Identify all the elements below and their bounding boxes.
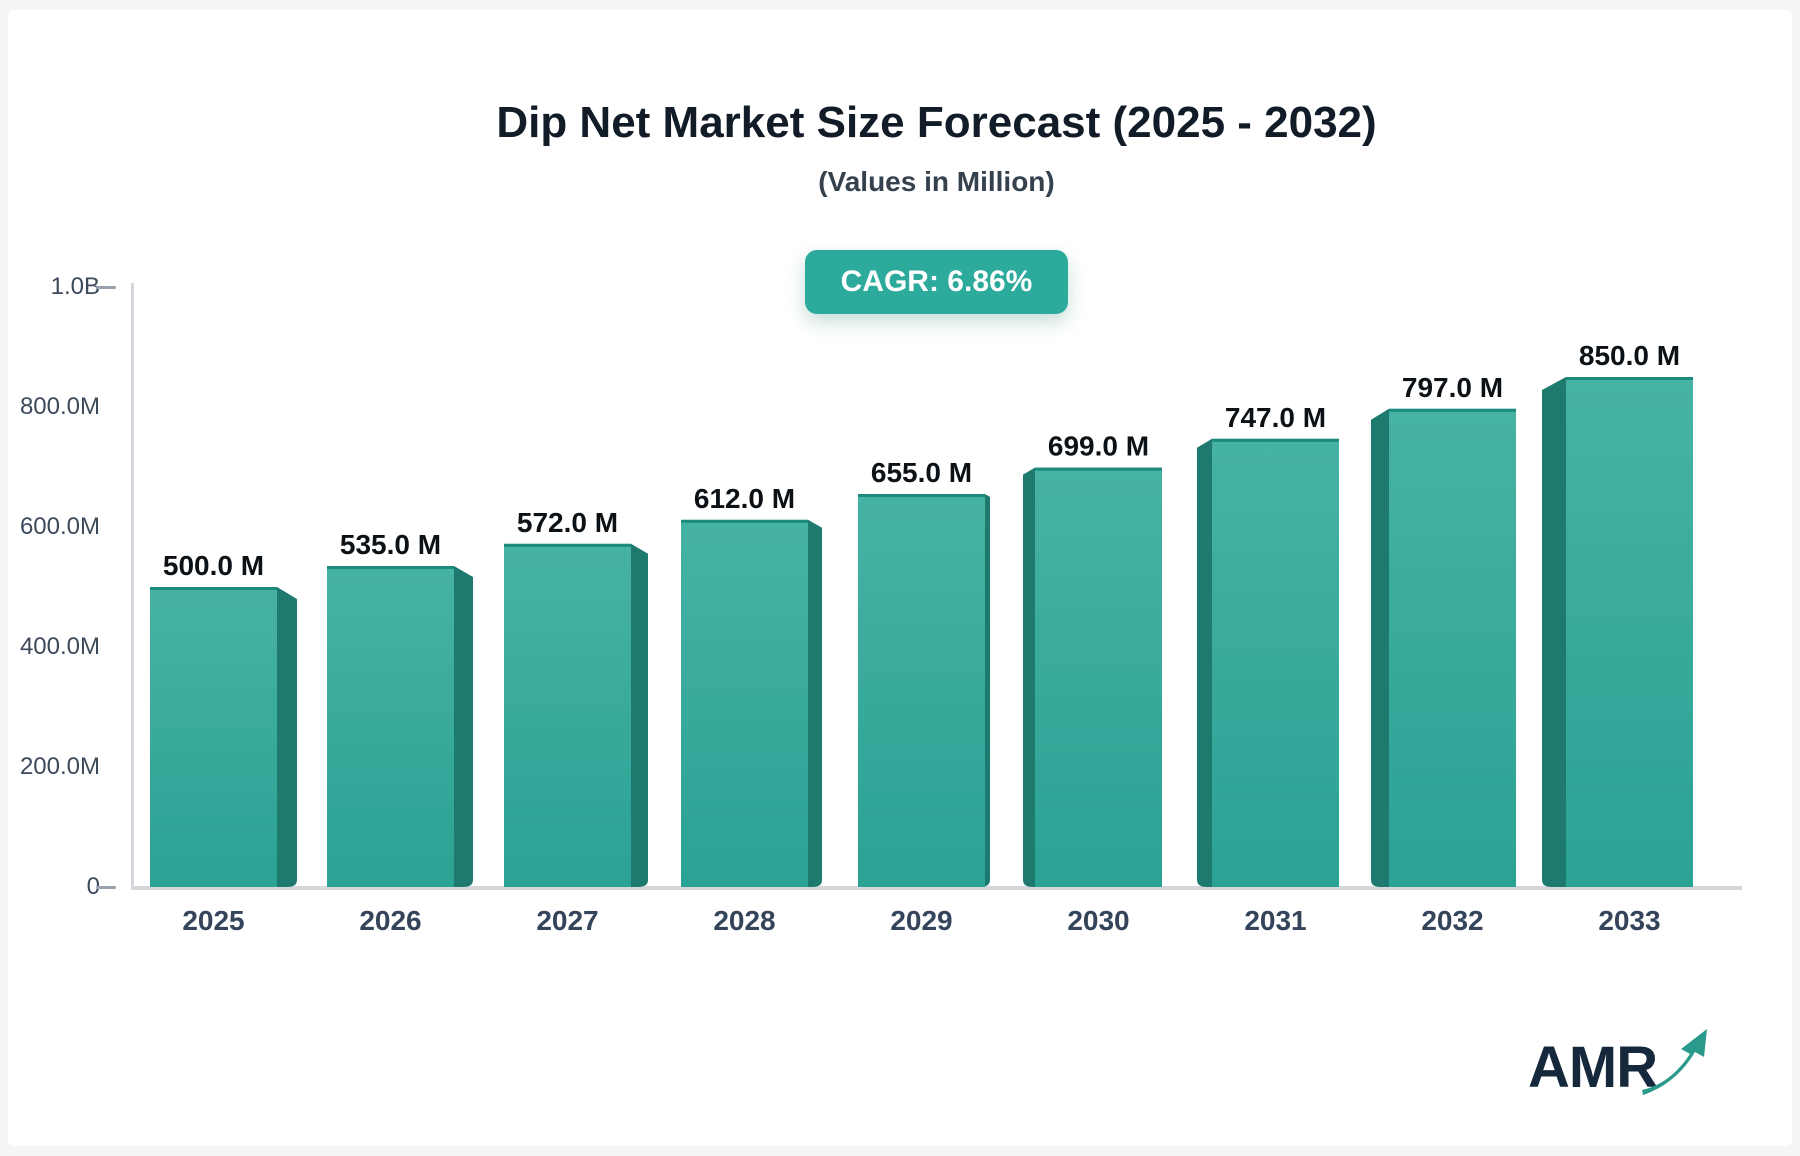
bar-value-label: 747.0 M — [1225, 402, 1326, 433]
bar-top-edge — [681, 519, 808, 523]
y-axis-label: 200.0M — [19, 753, 100, 780]
y-axis-label: 1.0B — [50, 273, 100, 300]
bar-top-edge — [327, 566, 454, 569]
amr-logo-text: AMR — [1528, 1035, 1658, 1100]
bar-front-face — [858, 494, 985, 887]
bar-value-label: 797.0 M — [1402, 372, 1503, 403]
y-axis-label: 400.0M — [19, 633, 100, 660]
bar-value-label: 572.0 M — [517, 507, 618, 538]
bar-front-face — [1212, 438, 1339, 887]
bar-side-face — [1542, 377, 1566, 887]
bar-side-face — [631, 543, 648, 887]
bar-value-label: 850.0 M — [1579, 340, 1680, 371]
cagr-badge: CAGR: 6.86% — [804, 250, 1069, 314]
bar-value-label: 500.0 M — [163, 550, 264, 581]
y-axis-line — [131, 283, 134, 888]
bar-2025: 500.0 M 2025 — [150, 550, 297, 936]
x-axis-label: 2032 — [1421, 905, 1483, 936]
bar-side-face — [1197, 438, 1212, 887]
x-axis-label: 2029 — [890, 905, 952, 936]
bar-front-face — [327, 566, 454, 887]
x-axis-label: 2025 — [182, 905, 244, 936]
bar-top-edge — [150, 587, 277, 590]
x-axis-label: 2027 — [536, 905, 598, 936]
bar-side-face — [454, 566, 473, 887]
bar-2030: 699.0 M 2030 — [1023, 431, 1162, 936]
bar-2028: 612.0 M 2028 — [681, 483, 822, 936]
chart-subtitle: (Values in Million) — [818, 166, 1055, 197]
bar-2031: 747.0 M 2031 — [1197, 402, 1339, 936]
bar-2027: 572.0 M 2027 — [504, 507, 648, 936]
x-axis-label: 2033 — [1598, 905, 1660, 936]
bar-top-edge — [1389, 408, 1516, 412]
bar-2026: 535.0 M 2026 — [327, 529, 473, 936]
cagr-badge-wrap: CAGR: 6.86% — [131, 250, 1742, 314]
x-axis-label: 2028 — [713, 905, 775, 936]
y-axis-label: 0 — [86, 873, 100, 900]
bar-value-label: 699.0 M — [1048, 431, 1149, 462]
bar-top-edge — [1566, 377, 1693, 380]
x-axis-label: 2026 — [359, 905, 421, 936]
bar-2029: 655.0 M 2029 — [858, 457, 990, 936]
bar-top-edge — [1212, 438, 1339, 442]
bar-front-face — [1035, 467, 1162, 887]
x-axis-baseline — [131, 886, 1742, 890]
bar-front-face — [150, 587, 277, 887]
y-axis-tick — [96, 286, 116, 289]
bar-side-face — [1371, 408, 1389, 887]
chart-title: Dip Net Market Size Forecast (2025 - 203… — [496, 98, 1377, 147]
bar-front-face — [681, 519, 808, 887]
y-axis-labels: 1.0B 800.0M 600.0M 400.0M 200.0M 0 — [0, 0, 100, 1156]
bar-side-face — [1023, 467, 1035, 887]
bar-value-label: 535.0 M — [340, 529, 441, 560]
bar-front-face — [504, 543, 631, 887]
bar-2032: 797.0 M 2032 — [1371, 372, 1516, 936]
bar-top-edge — [1035, 467, 1162, 471]
bar-front-face — [1566, 377, 1693, 887]
bar-value-label: 655.0 M — [871, 457, 972, 488]
bar-side-face — [277, 587, 297, 887]
y-axis-label: 800.0M — [19, 393, 100, 420]
x-axis-label: 2031 — [1244, 905, 1306, 936]
bar-side-face — [808, 519, 822, 887]
y-axis-label: 600.0M — [19, 513, 100, 540]
bar-front-face — [1389, 408, 1516, 887]
bar-top-edge — [858, 494, 985, 497]
x-axis-label: 2030 — [1067, 905, 1129, 936]
amr-logo-arrow-icon — [1642, 1029, 1707, 1095]
bar-2033: 850.0 M 2033 — [1542, 340, 1693, 936]
bar-top-edge — [504, 543, 631, 547]
y-axis-tick — [96, 886, 116, 889]
amr-logo: AMR — [1528, 1026, 1708, 1110]
bar-value-label: 612.0 M — [694, 483, 795, 514]
